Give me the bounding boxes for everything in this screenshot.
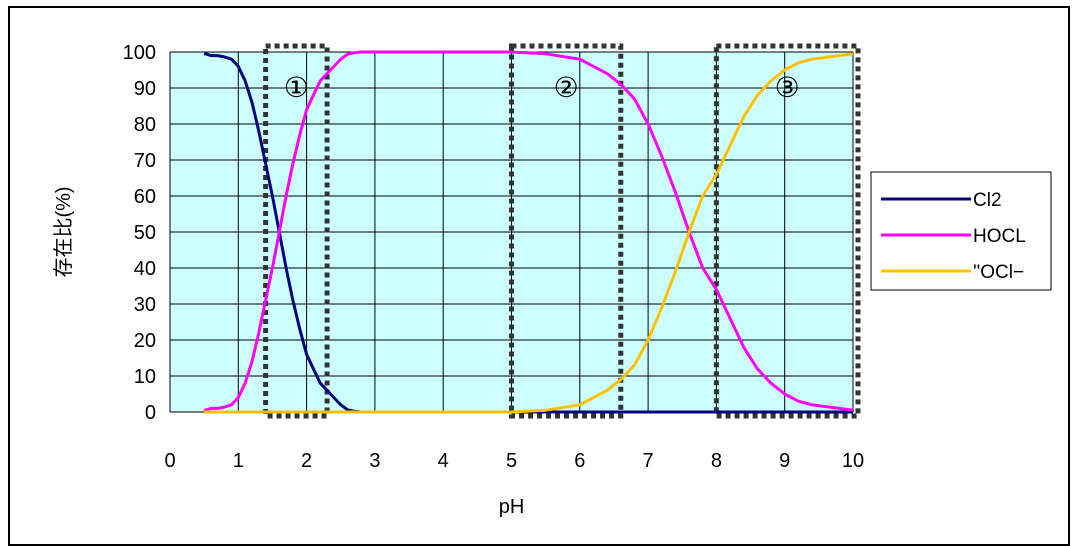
y-tick-label: 60 <box>134 186 156 208</box>
x-tick-labels: 0 1 2 3 4 5 6 7 8 9 10 <box>164 450 864 472</box>
legend-label-hocl: HOCL <box>973 226 1026 247</box>
y-tick-label: 10 <box>134 366 156 388</box>
x-tick-label: 7 <box>643 450 654 472</box>
legend: Cl2 HOCL ''OCl− <box>870 171 1052 291</box>
legend-label-ocl: ''OCl− <box>973 262 1024 283</box>
y-tick-label: 40 <box>134 258 156 280</box>
y-tick-labels: 0 10 20 30 40 50 60 70 80 90 100 <box>123 42 156 424</box>
x-axis-title: pH <box>499 496 525 518</box>
x-tick-label: 8 <box>711 450 722 472</box>
series-line-1 <box>203 50 854 413</box>
x-tick-label: 6 <box>574 450 585 472</box>
x-tick-label: 3 <box>369 450 380 472</box>
y-tick-label: 30 <box>134 294 156 316</box>
y-tick-label: 70 <box>134 150 156 172</box>
y-tick-label: 80 <box>134 114 156 136</box>
series-line-2 <box>204 52 854 414</box>
series-lines <box>203 50 854 414</box>
region-label-1: ① <box>284 71 309 104</box>
legend-label-cl2: Cl2 <box>973 190 1002 211</box>
x-tick-label: 2 <box>301 450 312 472</box>
region-box-3 <box>713 43 861 419</box>
region-label-2: ② <box>554 71 579 104</box>
x-tick-label: 0 <box>164 450 175 472</box>
y-tick-label: 100 <box>123 42 156 64</box>
x-tick-label: 1 <box>233 450 244 472</box>
region-box-1 <box>263 43 330 419</box>
region-box-2 <box>509 43 624 419</box>
x-tick-label: 9 <box>779 450 790 472</box>
x-tick-label: 10 <box>842 450 864 472</box>
y-tick-label: 50 <box>134 222 156 244</box>
x-tick-label: 5 <box>506 450 517 472</box>
y-tick-label: 90 <box>134 78 156 100</box>
y-tick-label: 20 <box>134 330 156 352</box>
x-tick-label: 4 <box>438 450 449 472</box>
y-tick-label: 0 <box>145 402 156 424</box>
y-axis-title: 存在比(%) <box>52 186 75 277</box>
